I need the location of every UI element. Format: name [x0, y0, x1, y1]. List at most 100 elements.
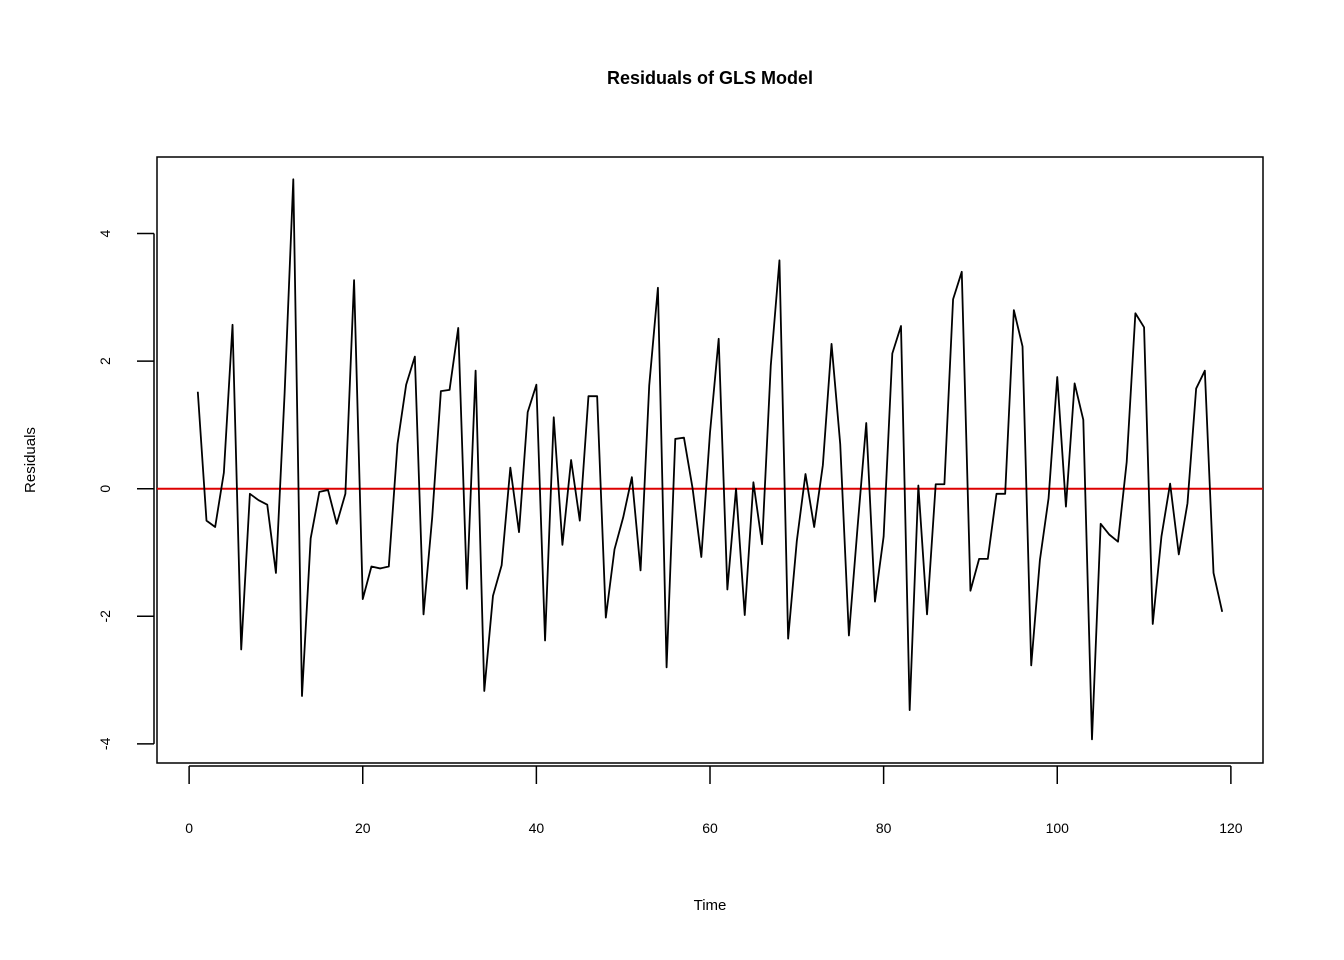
residual-point — [908, 708, 912, 712]
residual-point — [830, 342, 834, 346]
chart-title: Residuals of GLS Model — [607, 68, 813, 88]
x-tick-label: 0 — [185, 820, 193, 836]
residual-point — [934, 482, 938, 486]
residual-point — [1081, 418, 1085, 422]
residual-point — [968, 589, 972, 593]
y-axis-label: Residuals — [22, 427, 39, 493]
x-tick-label: 60 — [702, 820, 718, 836]
residual-point — [673, 437, 677, 441]
residual-point — [213, 525, 217, 529]
residual-point — [899, 324, 903, 328]
residual-point — [795, 539, 799, 543]
residual-point — [1064, 505, 1068, 509]
residual-point — [491, 594, 495, 598]
residual-point — [1116, 540, 1120, 544]
residual-point — [526, 410, 530, 414]
x-tick-label: 120 — [1219, 820, 1243, 836]
residual-point — [856, 525, 860, 529]
residual-point — [1003, 492, 1007, 496]
residual-point — [448, 388, 452, 392]
residual-point — [951, 297, 955, 301]
residual-point — [1055, 375, 1059, 379]
y-tick-label: 0 — [97, 485, 113, 493]
residual-point — [621, 515, 625, 519]
residual-point — [1159, 535, 1163, 539]
residual-point — [717, 337, 721, 341]
residual-point — [231, 323, 235, 327]
y-tick-label: 2 — [97, 357, 113, 365]
residual-point — [1107, 533, 1111, 537]
residual-point — [1168, 482, 1172, 486]
residual-point — [613, 547, 617, 551]
residual-point — [925, 612, 929, 616]
residual-point — [395, 442, 399, 446]
residual-point — [1203, 369, 1207, 373]
residual-point — [647, 383, 651, 387]
residual-point — [916, 484, 920, 488]
residual-point — [439, 389, 443, 393]
residual-point — [725, 587, 729, 591]
residual-point — [239, 647, 243, 651]
residual-point — [378, 566, 382, 570]
y-tick-label: -4 — [97, 737, 113, 750]
residual-point — [960, 270, 964, 274]
residual-point — [847, 633, 851, 637]
residual-point — [803, 472, 807, 476]
x-tick-label: 20 — [355, 820, 371, 836]
x-tick-label: 80 — [876, 820, 892, 836]
residual-point — [569, 458, 573, 462]
x-tick-label: 100 — [1046, 820, 1070, 836]
residual-point — [369, 565, 373, 569]
y-axis: -4 -2 0 2 4 — [97, 229, 155, 750]
residual-point — [604, 616, 608, 620]
residual-point — [465, 587, 469, 591]
residual-point — [404, 383, 408, 387]
residual-point — [777, 258, 781, 262]
residual-point — [1185, 501, 1189, 505]
x-tick-label: 40 — [529, 820, 545, 836]
residual-point — [1177, 552, 1181, 556]
residual-point — [1220, 610, 1224, 614]
residual-point — [977, 557, 981, 561]
residual-point — [639, 568, 643, 572]
residual-point — [474, 369, 478, 373]
x-axis: 0 20 40 60 80 100 120 — [185, 765, 1243, 836]
residuals-series-line — [196, 178, 1224, 741]
residual-point — [890, 351, 894, 355]
residual-point — [265, 503, 269, 507]
residual-point — [699, 555, 703, 559]
residual-point — [838, 442, 842, 446]
residual-point — [1047, 496, 1051, 500]
residual-point — [300, 694, 304, 698]
residual-point — [1021, 344, 1025, 348]
residual-point — [994, 492, 998, 496]
residual-point — [543, 639, 547, 643]
residual-point — [500, 563, 504, 567]
residual-point — [1133, 311, 1137, 315]
residual-point — [691, 487, 695, 491]
residual-point — [517, 530, 521, 534]
residual-point — [656, 286, 660, 290]
residual-point — [864, 421, 868, 425]
residual-point — [769, 364, 773, 368]
residual-point — [682, 436, 686, 440]
residual-point — [1194, 387, 1198, 391]
residual-point — [422, 612, 426, 616]
residual-point — [882, 535, 886, 539]
residual-point — [1090, 737, 1094, 741]
residual-point — [560, 543, 564, 547]
residual-point — [413, 355, 417, 359]
residual-point — [291, 177, 295, 181]
residual-point — [552, 415, 556, 419]
residual-point — [942, 482, 946, 486]
residual-point — [274, 571, 278, 575]
residual-point — [595, 394, 599, 398]
residual-point — [343, 492, 347, 496]
residual-point — [1142, 325, 1146, 329]
residual-point — [743, 613, 747, 617]
residual-point — [309, 536, 313, 540]
residual-point — [222, 471, 226, 475]
residual-point — [578, 519, 582, 523]
residual-point — [821, 463, 825, 467]
